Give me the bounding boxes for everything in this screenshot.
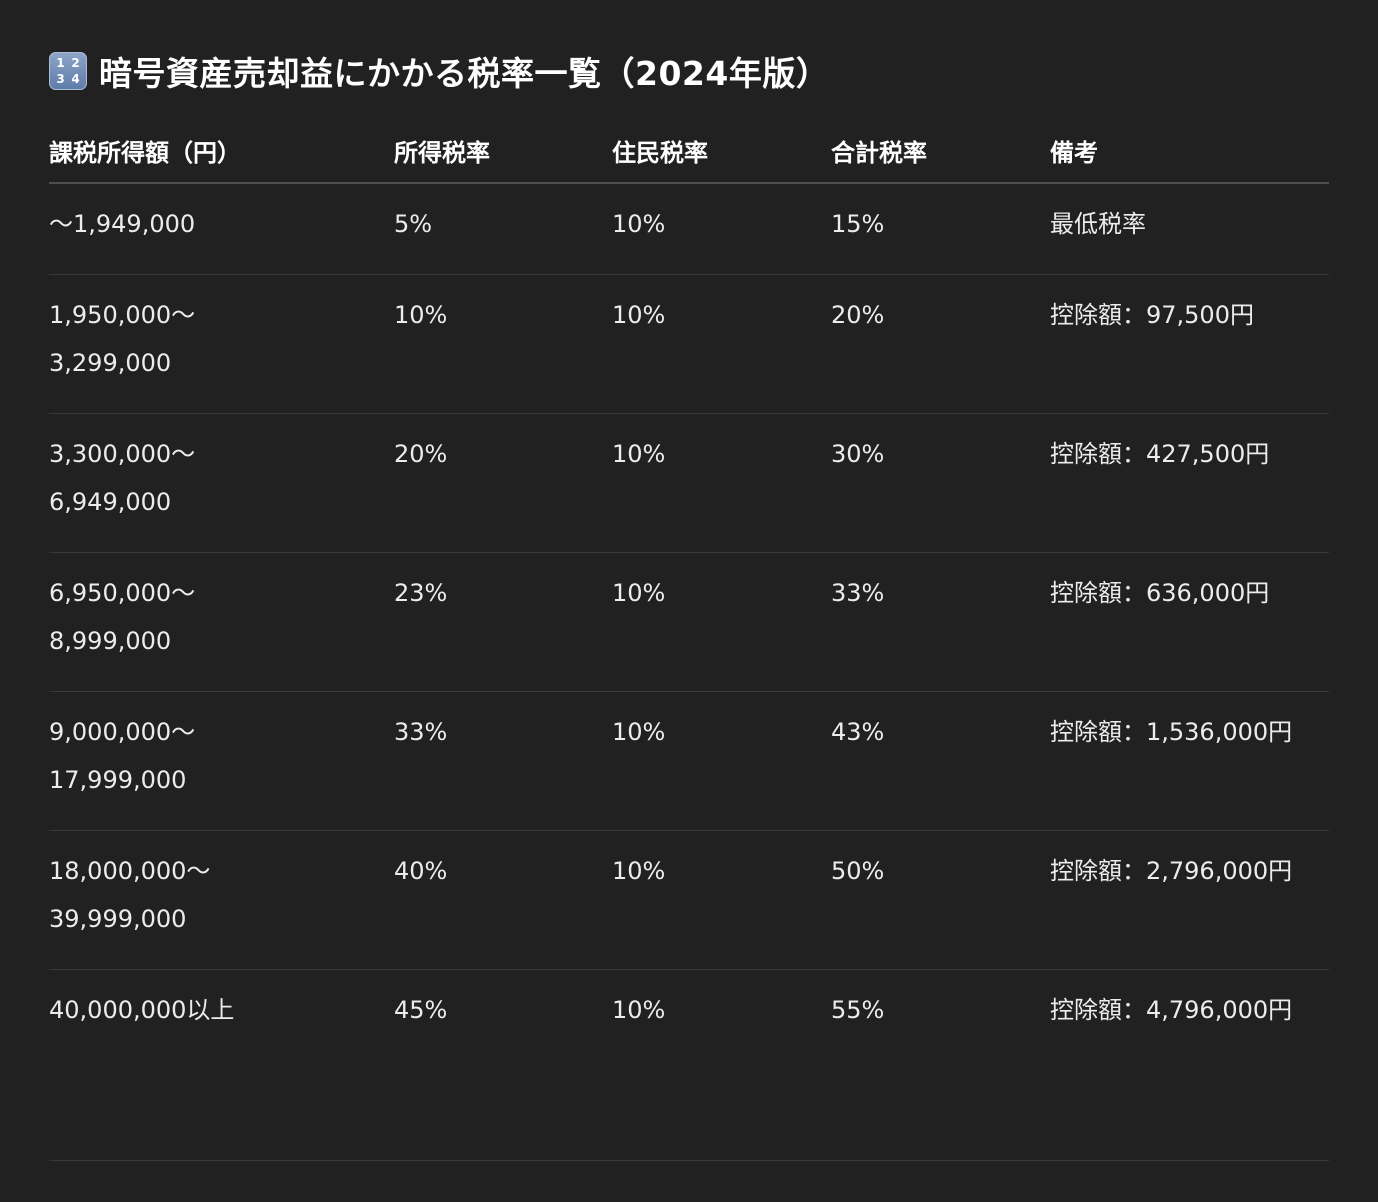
resident-tax-value: 10% <box>612 718 666 746</box>
total-tax-value: 20% <box>831 301 885 329</box>
income-tax-cell: 40% <box>394 830 612 970</box>
header-taxable-income: 課税所得額（円） <box>49 118 394 184</box>
income-range-line: 18,000,000～ <box>49 857 211 885</box>
income-tax-value: 5% <box>394 210 433 238</box>
total-tax-value: 30% <box>831 440 885 468</box>
note-value: 最低税率 <box>1050 210 1146 238</box>
header-income-tax-rate: 所得税率 <box>394 118 612 184</box>
total-tax-value: 15% <box>831 210 885 238</box>
income-tax-cell: 10% <box>394 274 612 414</box>
resident-tax-value: 10% <box>612 996 666 1024</box>
tax-rate-table: 課税所得額（円） 所得税率 住民税率 合計税率 備考 ～1,949,000 5%… <box>49 118 1329 1068</box>
income-range-line: 8,999,000 <box>49 627 172 655</box>
income-range-line: 39,999,000 <box>49 905 187 933</box>
icon-digit: 3 <box>56 72 65 86</box>
income-range-line: ～1,949,000 <box>49 210 196 238</box>
note-value: 控除額：427,500円 <box>1050 440 1270 468</box>
income-range-line: 3,300,000～ <box>49 440 196 468</box>
income-tax-value: 23% <box>394 579 448 607</box>
income-tax-value: 45% <box>394 996 448 1024</box>
table-row: 6,950,000～ 8,999,000 23% 10% 33% 控除額：636… <box>49 552 1329 692</box>
header-total-tax-rate: 合計税率 <box>831 118 1050 184</box>
resident-tax-value: 10% <box>612 857 666 885</box>
income-range-line: 6,949,000 <box>49 488 172 516</box>
total-tax-value: 50% <box>831 857 885 885</box>
income-range-cell: ～1,949,000 <box>49 183 394 275</box>
income-range-cell: 3,300,000～ 6,949,000 <box>49 413 394 553</box>
resident-tax-cell: 10% <box>612 413 831 553</box>
total-tax-value: 55% <box>831 996 885 1024</box>
income-tax-cell: 23% <box>394 552 612 692</box>
income-range-cell: 40,000,000以上 <box>49 970 394 1069</box>
table-row: 9,000,000～ 17,999,000 33% 10% 43% 控除額：1,… <box>49 691 1329 831</box>
income-tax-cell: 20% <box>394 413 612 553</box>
income-tax-cell: 33% <box>394 691 612 831</box>
note-cell: 控除額：2,796,000円 <box>1050 830 1329 970</box>
resident-tax-value: 10% <box>612 579 666 607</box>
bottom-divider <box>49 1160 1329 1161</box>
note-value: 控除額：4,796,000円 <box>1050 996 1293 1024</box>
header-notes: 備考 <box>1050 118 1329 184</box>
total-tax-value: 33% <box>831 579 885 607</box>
resident-tax-value: 10% <box>612 210 666 238</box>
total-tax-cell: 20% <box>831 274 1050 414</box>
total-tax-value: 43% <box>831 718 885 746</box>
resident-tax-cell: 10% <box>612 970 831 1069</box>
table-row: 40,000,000以上 45% 10% 55% 控除額：4,796,000円 <box>49 970 1329 1069</box>
income-range-line: 1,950,000～ <box>49 301 196 329</box>
input-numbers-icon: 1 2 3 4 <box>49 52 87 90</box>
table-row: 1,950,000～ 3,299,000 10% 10% 20% 控除額：97,… <box>49 274 1329 414</box>
income-range-cell: 9,000,000～ 17,999,000 <box>49 691 394 831</box>
income-tax-value: 20% <box>394 440 448 468</box>
resident-tax-cell: 10% <box>612 691 831 831</box>
income-range-line: 3,299,000 <box>49 349 172 377</box>
income-range-cell: 1,950,000～ 3,299,000 <box>49 274 394 414</box>
resident-tax-value: 10% <box>612 301 666 329</box>
icon-digit: 2 <box>71 56 80 70</box>
income-range-line: 40,000,000以上 <box>49 996 235 1024</box>
note-cell: 控除額：4,796,000円 <box>1050 970 1329 1069</box>
table-row: ～1,949,000 5% 10% 15% 最低税率 <box>49 183 1329 275</box>
table-row: 3,300,000～ 6,949,000 20% 10% 30% 控除額：427… <box>49 413 1329 553</box>
income-range-line: 17,999,000 <box>49 766 187 794</box>
total-tax-cell: 30% <box>831 413 1050 553</box>
income-range-line: 9,000,000～ <box>49 718 196 746</box>
total-tax-cell: 33% <box>831 552 1050 692</box>
header-resident-tax-rate: 住民税率 <box>612 118 831 184</box>
total-tax-cell: 43% <box>831 691 1050 831</box>
note-cell: 控除額：427,500円 <box>1050 413 1329 553</box>
income-range-line: 6,950,000～ <box>49 579 196 607</box>
resident-tax-cell: 10% <box>612 274 831 414</box>
icon-digit: 4 <box>71 72 80 86</box>
income-tax-value: 40% <box>394 857 448 885</box>
note-cell: 控除額：636,000円 <box>1050 552 1329 692</box>
income-range-cell: 6,950,000～ 8,999,000 <box>49 552 394 692</box>
total-tax-cell: 50% <box>831 830 1050 970</box>
note-cell: 控除額：1,536,000円 <box>1050 691 1329 831</box>
income-tax-cell: 5% <box>394 183 612 275</box>
note-cell: 控除額：97,500円 <box>1050 274 1329 414</box>
note-value: 控除額：2,796,000円 <box>1050 857 1293 885</box>
income-tax-value: 33% <box>394 718 448 746</box>
note-value: 控除額：1,536,000円 <box>1050 718 1293 746</box>
table-header-row: 課税所得額（円） 所得税率 住民税率 合計税率 備考 <box>49 118 1329 184</box>
resident-tax-cell: 10% <box>612 183 831 275</box>
resident-tax-cell: 10% <box>612 830 831 970</box>
title-row: 1 2 3 4 暗号資産売却益にかかる税率一覧（2024年版） <box>49 46 829 96</box>
page-title: 暗号資産売却益にかかる税率一覧（2024年版） <box>99 54 830 93</box>
table-row: 18,000,000～ 39,999,000 40% 10% 50% 控除額：2… <box>49 830 1329 970</box>
note-cell: 最低税率 <box>1050 183 1329 275</box>
resident-tax-value: 10% <box>612 440 666 468</box>
income-tax-value: 10% <box>394 301 448 329</box>
income-range-cell: 18,000,000～ 39,999,000 <box>49 830 394 970</box>
note-value: 控除額：97,500円 <box>1050 301 1254 329</box>
income-tax-cell: 45% <box>394 970 612 1069</box>
note-value: 控除額：636,000円 <box>1050 579 1270 607</box>
total-tax-cell: 55% <box>831 970 1050 1069</box>
icon-digit: 1 <box>56 56 65 70</box>
total-tax-cell: 15% <box>831 183 1050 275</box>
resident-tax-cell: 10% <box>612 552 831 692</box>
